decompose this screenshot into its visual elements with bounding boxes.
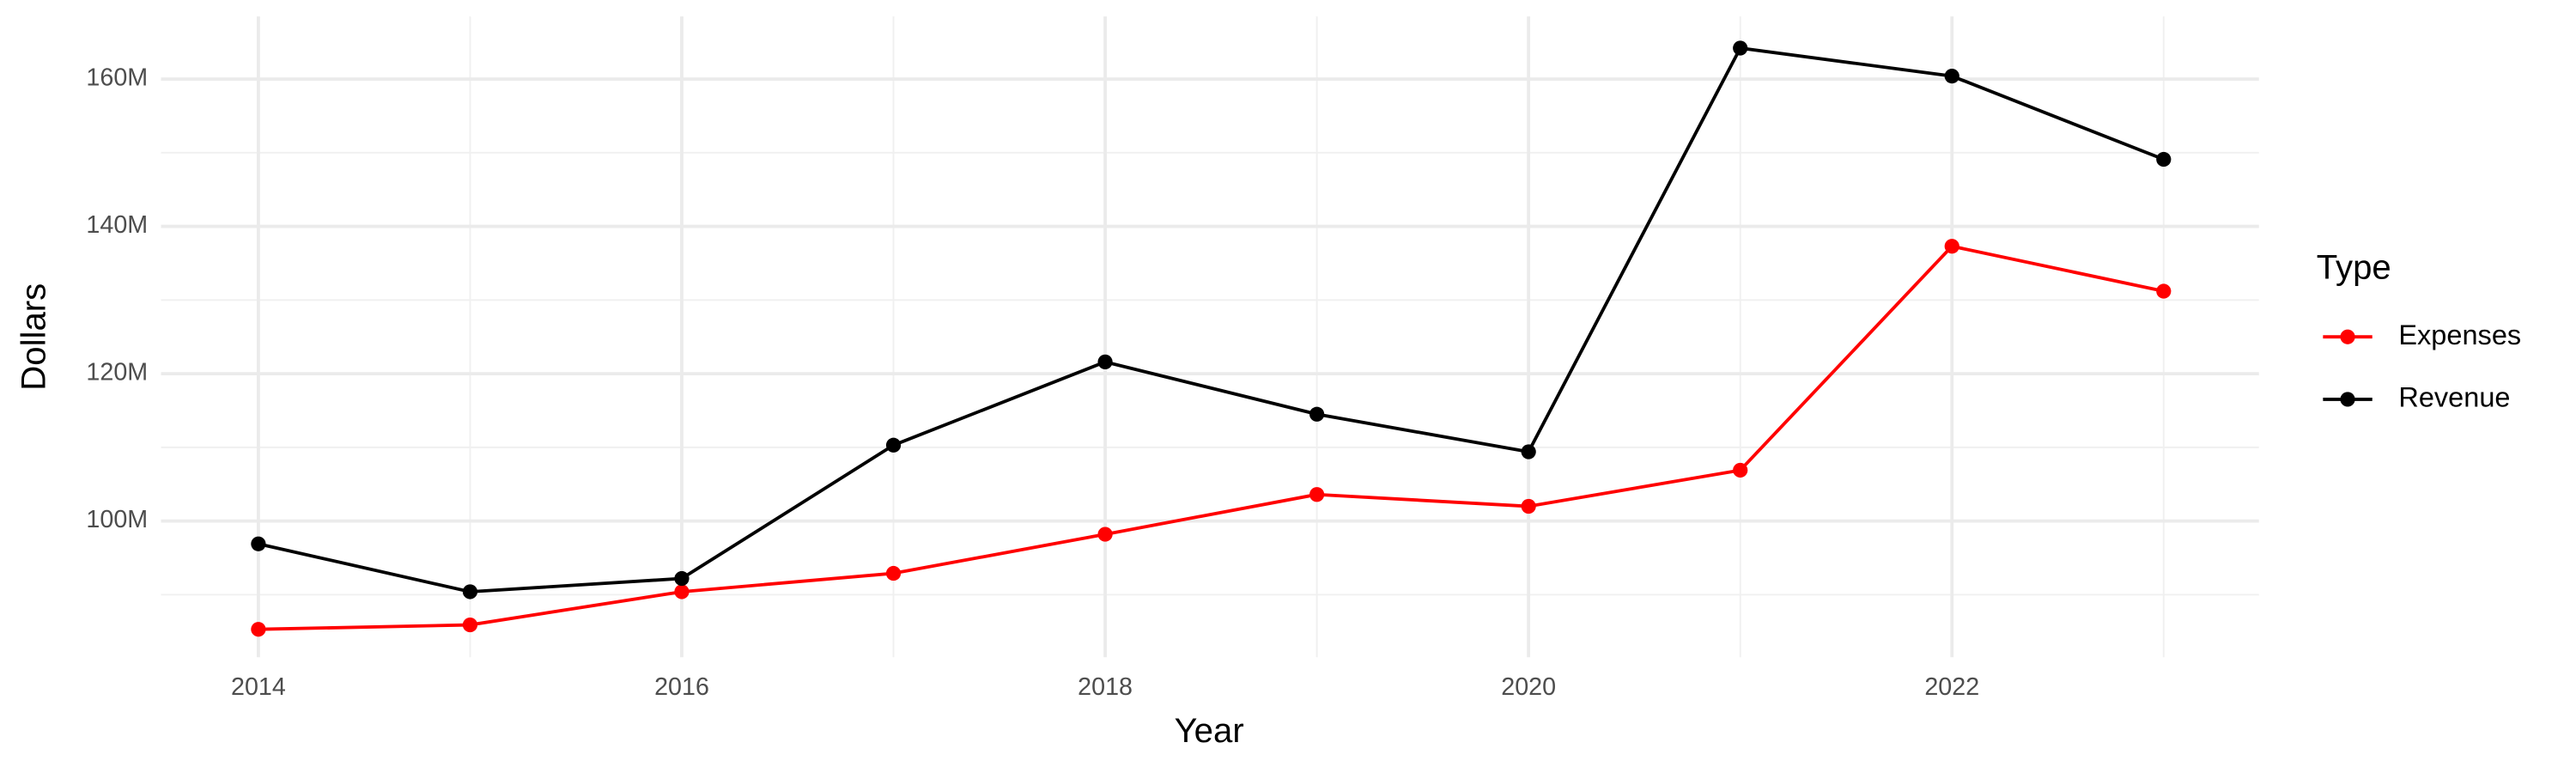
plot-marks — [251, 40, 2172, 637]
point — [674, 570, 690, 587]
legend-label: Revenue — [2398, 382, 2510, 413]
y-tick-label: 140M — [86, 211, 148, 239]
x-tick-label: 2018 — [1078, 673, 1133, 701]
legend-key-point — [2340, 392, 2355, 407]
point — [885, 565, 902, 581]
point — [1944, 68, 1959, 84]
point — [462, 584, 478, 600]
legend-title: Type — [2317, 247, 2391, 286]
legend-key-point — [2340, 329, 2355, 344]
point — [462, 617, 478, 633]
point — [1521, 498, 1536, 514]
point — [885, 437, 902, 453]
x-tick-label: 2022 — [1924, 673, 1979, 701]
point — [251, 536, 266, 551]
x-axis-title: Year — [1175, 711, 1244, 750]
y-tick-label: 160M — [86, 64, 148, 92]
point — [1309, 406, 1325, 422]
x-tick-label: 2014 — [231, 673, 286, 701]
y-axis-title: Dollars — [15, 283, 53, 391]
point — [2156, 283, 2172, 299]
point — [2156, 151, 2172, 167]
y-tick-label: 100M — [86, 506, 148, 533]
point — [251, 622, 266, 637]
legend: Type Expenses Revenue — [2317, 247, 2521, 412]
grid: 100M 120M 140M 160M 2014 2016 2018 2020 2022 — [86, 16, 2259, 701]
point — [1733, 462, 1748, 478]
x-tick-label: 2016 — [654, 673, 709, 701]
point — [674, 584, 690, 600]
legend-label: Expenses — [2398, 320, 2521, 350]
line — [258, 244, 2165, 631]
line — [258, 46, 2165, 593]
y-tick-label: 120M — [86, 359, 148, 386]
point — [1733, 40, 1748, 56]
x-tick-label: 2020 — [1501, 673, 1556, 701]
point — [1944, 239, 1959, 254]
point — [1521, 444, 1536, 460]
point — [1097, 354, 1113, 369]
point — [1309, 487, 1325, 502]
point — [1097, 526, 1113, 542]
